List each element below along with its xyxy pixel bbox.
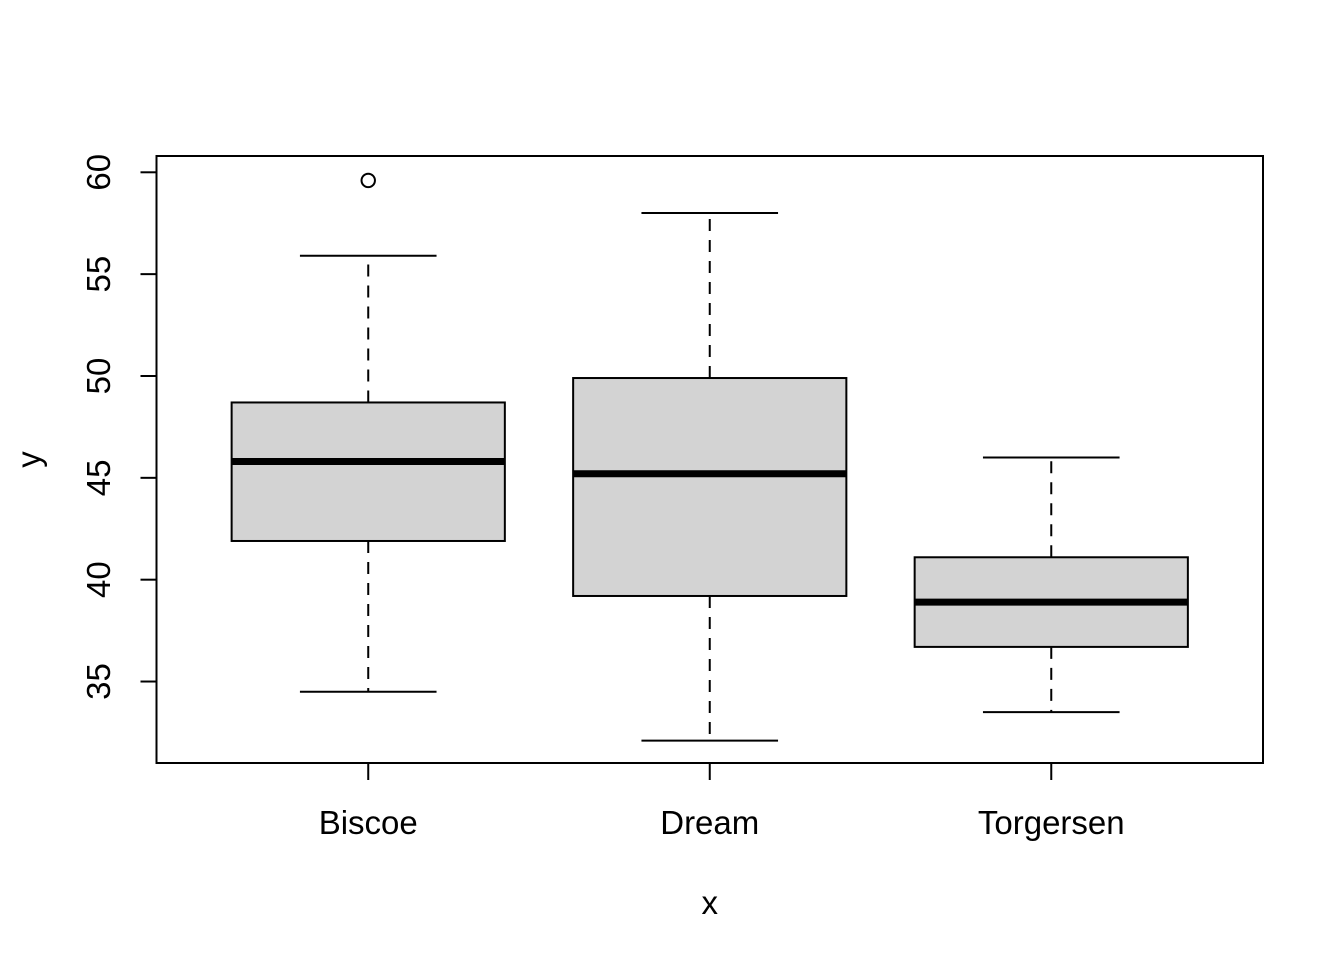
- x-tick-label-torgersen: Torgersen: [978, 804, 1125, 841]
- y-tick-label: 50: [80, 358, 117, 395]
- y-axis-title: y: [10, 451, 47, 468]
- y-tick-label: 60: [80, 154, 117, 191]
- x-axis-title: x: [701, 884, 718, 921]
- x-tick-label-dream: Dream: [660, 804, 759, 841]
- box-iqr-biscoe: [230, 401, 506, 542]
- outlier-point-biscoe: [360, 172, 376, 189]
- plot-border: [155, 155, 1264, 764]
- y-tick-label: 35: [80, 663, 117, 700]
- y-tick-label: 40: [80, 561, 117, 598]
- x-tick-label-biscoe: Biscoe: [319, 804, 418, 841]
- box-iqr-dream: [572, 377, 848, 597]
- y-tick-label: 45: [80, 459, 117, 496]
- y-tick-label: 55: [80, 256, 117, 293]
